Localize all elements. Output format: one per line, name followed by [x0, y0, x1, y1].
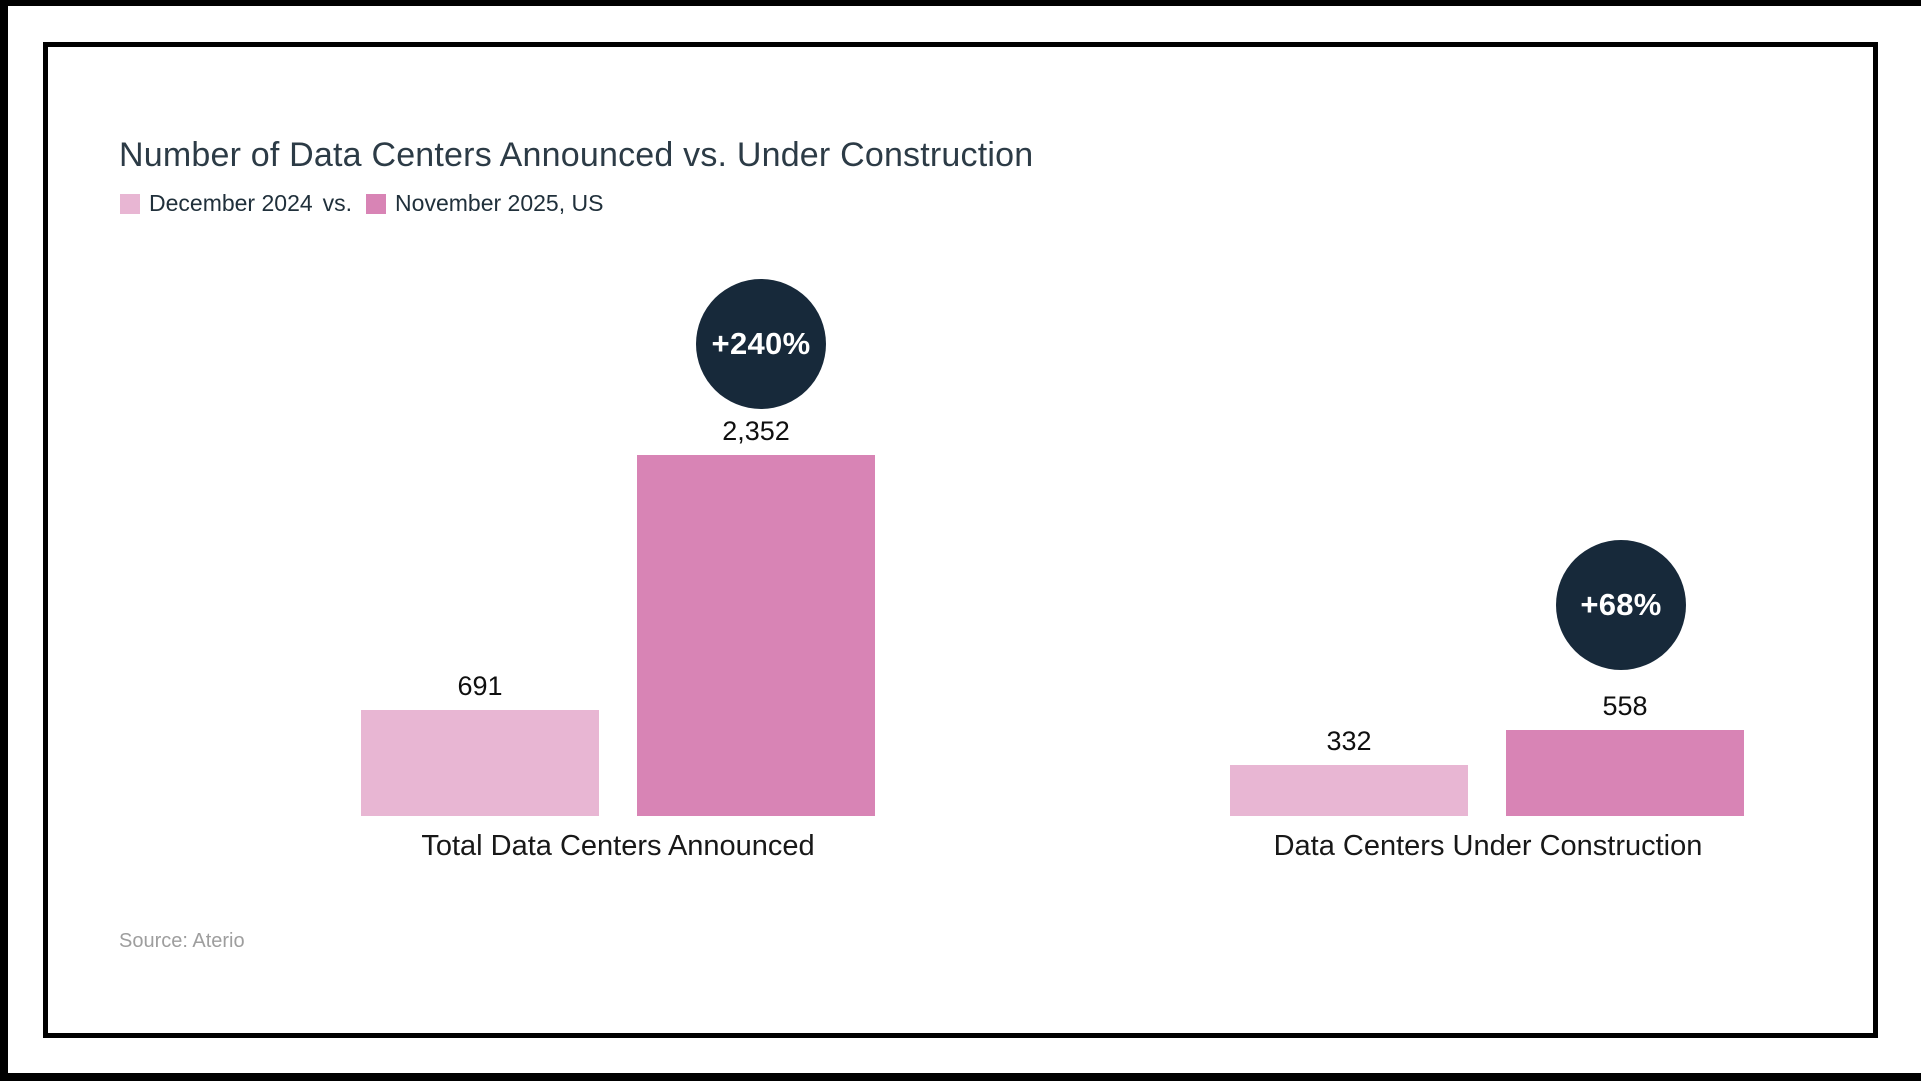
screen-edge-bottom [0, 1073, 1921, 1081]
legend-label-november-2025: November 2025, US [395, 190, 604, 216]
value-label-total-data-centers-announced-november-2025-us: 2,352 [722, 416, 790, 446]
screen-edge-top [0, 0, 1921, 6]
legend-separator: vs. [322, 190, 353, 216]
change-badge-data-centers-under-construction: +68% [1556, 540, 1686, 670]
value-label-data-centers-under-construction-november-2025-us: 558 [1602, 691, 1648, 721]
legend: December 2024 vs. November 2025, US [120, 190, 603, 217]
screen-edge-left [0, 0, 8, 1081]
change-badge-total-data-centers-announced: +240% [696, 279, 826, 409]
bar-total-data-centers-announced-december-2024 [361, 710, 599, 816]
value-label-data-centers-under-construction-december-2024: 332 [1326, 726, 1372, 756]
value-label-total-data-centers-announced-december-2024: 691 [457, 671, 503, 701]
legend-label-december-2024: December 2024 [149, 190, 313, 216]
category-label-data-centers-under-construction: Data Centers Under Construction [1273, 830, 1703, 862]
bar-data-centers-under-construction-november-2025-us [1506, 730, 1744, 816]
legend-swatch-november-2025-icon [366, 193, 387, 214]
category-label-total-data-centers-announced: Total Data Centers Announced [421, 830, 815, 862]
legend-swatch-december-2024-icon [120, 193, 140, 214]
source-note: Source: Aterio [119, 930, 245, 952]
bar-data-centers-under-construction-december-2024 [1230, 765, 1468, 816]
bar-total-data-centers-announced-november-2025-us [637, 455, 875, 816]
chart-frame [43, 42, 1878, 1038]
chart-title: Number of Data Centers Announced vs. Und… [119, 136, 1034, 174]
